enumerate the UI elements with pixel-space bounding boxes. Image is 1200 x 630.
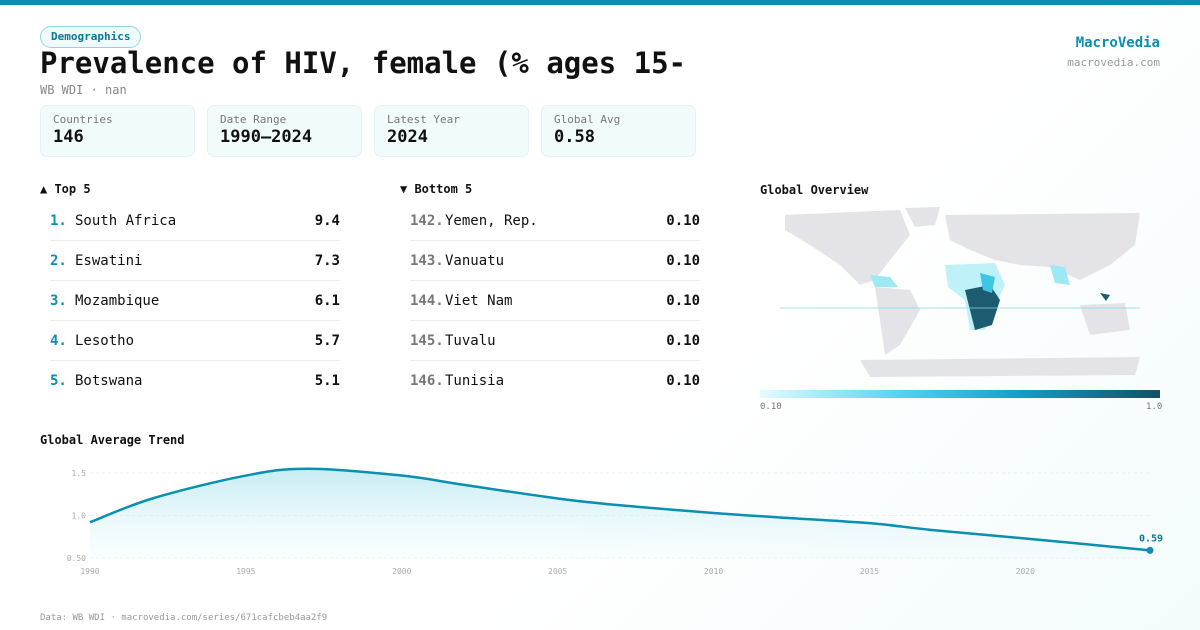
y-tick-label: 0.50 bbox=[67, 554, 86, 563]
x-tick-label: 2020 bbox=[1016, 567, 1035, 576]
country-name: Vanuatu bbox=[445, 252, 505, 269]
map-png bbox=[1100, 293, 1110, 301]
map-europe-asia bbox=[945, 213, 1140, 280]
list-item[interactable]: 142. Yemen, Rep. 0.10 bbox=[410, 201, 700, 241]
country-name: Viet Nam bbox=[445, 292, 513, 309]
country-value: 5.1 bbox=[314, 373, 340, 389]
brand-url[interactable]: macrovedia.com bbox=[1067, 56, 1160, 69]
stat-value: 2024 bbox=[387, 127, 428, 147]
stat-value: 1990–2024 bbox=[220, 127, 313, 147]
top5-list: 1. South Africa 9.4 2. Eswatini 7.3 3. Mozambiq… bbox=[50, 201, 340, 401]
rank: 4. bbox=[50, 332, 67, 349]
map-caribbean bbox=[870, 275, 898, 287]
rank: 2. bbox=[50, 252, 67, 269]
map-north-america bbox=[785, 210, 910, 285]
y-tick-label: 1.5 bbox=[72, 469, 87, 478]
list-item[interactable]: 1. South Africa 9.4 bbox=[50, 201, 340, 241]
country-name: Botswana bbox=[75, 373, 143, 389]
category-badge[interactable]: Demographics bbox=[40, 26, 142, 48]
legend-min: 0.10 bbox=[760, 402, 782, 412]
map-antarctica bbox=[860, 357, 1140, 377]
stat-label: Date Range bbox=[220, 113, 287, 126]
legend-max: 1.0 bbox=[1146, 402, 1163, 412]
page-subtitle: WB WDI · nan bbox=[40, 83, 127, 97]
last-point-marker bbox=[1146, 546, 1154, 554]
country-name: Lesotho bbox=[75, 332, 135, 349]
x-tick-label: 2005 bbox=[548, 567, 567, 576]
list-item[interactable]: 3. Mozambique 6.1 bbox=[50, 281, 340, 321]
map-se-asia bbox=[1050, 265, 1070, 285]
stat-label: Latest Year bbox=[387, 113, 460, 126]
list-item[interactable]: 143. Vanuatu 0.10 bbox=[410, 241, 700, 281]
rank: 142. bbox=[410, 212, 444, 229]
rank: 146. bbox=[410, 373, 444, 389]
map-australia bbox=[1080, 303, 1130, 335]
footer-source: Data: WB WDI · macrovedia.com/series/671… bbox=[40, 613, 328, 623]
rank: 5. bbox=[50, 373, 67, 389]
list-item[interactable]: 145. Tuvalu 0.10 bbox=[410, 321, 700, 361]
list-item[interactable]: 4. Lesotho 5.7 bbox=[50, 321, 340, 361]
list-item[interactable]: 144. Viet Nam 0.10 bbox=[410, 281, 700, 321]
list-item[interactable]: 2. Eswatini 7.3 bbox=[50, 241, 340, 281]
trend-chart[interactable]: 0.50 1.0 1.5 1990 1995 2000 2005 2010 2015 2020 0.… bbox=[0, 455, 1200, 585]
country-name: Eswatini bbox=[75, 252, 143, 269]
brand-logo[interactable]: MacroVedia bbox=[1075, 35, 1160, 51]
x-tick-label: 2010 bbox=[704, 567, 723, 576]
rank: 3. bbox=[50, 292, 67, 309]
country-value: 0.10 bbox=[666, 212, 700, 229]
x-tick-label: 1995 bbox=[236, 567, 255, 576]
country-name: Tuvalu bbox=[445, 332, 496, 349]
country-name: Mozambique bbox=[75, 292, 160, 309]
stat-value: 146 bbox=[53, 127, 84, 147]
country-value: 9.4 bbox=[314, 212, 340, 229]
country-value: 7.3 bbox=[314, 252, 340, 269]
y-tick-label: 1.0 bbox=[72, 512, 87, 521]
bottom5-list: 142. Yemen, Rep. 0.10 143. Vanuatu 0.10 144. Vi… bbox=[410, 201, 700, 401]
rank: 1. bbox=[50, 212, 67, 229]
stat-card-countries: Countries 146 bbox=[40, 105, 195, 157]
trend-line bbox=[89, 467, 1151, 552]
stat-label: Countries bbox=[53, 113, 113, 126]
trend-area bbox=[90, 468, 1150, 558]
map-greenland bbox=[905, 207, 940, 227]
stat-card-date-range: Date Range 1990–2024 bbox=[207, 105, 362, 157]
country-value: 0.10 bbox=[666, 292, 700, 309]
x-tick-label: 2015 bbox=[860, 567, 879, 576]
list-item[interactable]: 5. Botswana 5.1 bbox=[50, 361, 340, 401]
country-value: 0.10 bbox=[666, 373, 700, 389]
stat-label: Global Avg bbox=[554, 113, 621, 126]
map-south-america bbox=[875, 287, 920, 355]
x-tick-label: 1990 bbox=[80, 567, 99, 576]
country-value: 0.10 bbox=[666, 332, 700, 349]
map-east-africa bbox=[980, 273, 995, 293]
country-name: South Africa bbox=[75, 212, 177, 229]
top5-heading: ▲ Top 5 bbox=[40, 182, 91, 196]
country-value: 0.10 bbox=[666, 252, 700, 269]
trend-heading: Global Average Trend bbox=[40, 433, 185, 447]
country-value: 6.1 bbox=[314, 292, 340, 309]
list-item[interactable]: 146. Tunisia 0.10 bbox=[410, 361, 700, 401]
country-name: Tunisia bbox=[445, 373, 505, 389]
map-heading: Global Overview bbox=[760, 183, 869, 197]
x-tick-label: 2000 bbox=[392, 567, 411, 576]
rank: 143. bbox=[410, 252, 444, 269]
bottom5-heading: ▼ Bottom 5 bbox=[400, 182, 473, 196]
stat-value: 0.58 bbox=[554, 127, 595, 147]
world-map[interactable] bbox=[780, 205, 1140, 380]
country-value: 5.7 bbox=[314, 332, 340, 349]
last-value-label: 0.59 bbox=[1139, 533, 1163, 544]
rank: 145. bbox=[410, 332, 444, 349]
map-southern-africa bbox=[965, 285, 1000, 330]
top-accent-bar bbox=[0, 0, 1200, 5]
country-name: Yemen, Rep. bbox=[445, 212, 538, 229]
stat-card-global-avg: Global Avg 0.58 bbox=[541, 105, 696, 157]
rank: 144. bbox=[410, 292, 444, 309]
map-color-legend bbox=[760, 390, 1160, 398]
page-title: Prevalence of HIV, female (% ages 15- bbox=[40, 46, 687, 80]
stat-card-latest-year: Latest Year 2024 bbox=[374, 105, 529, 157]
